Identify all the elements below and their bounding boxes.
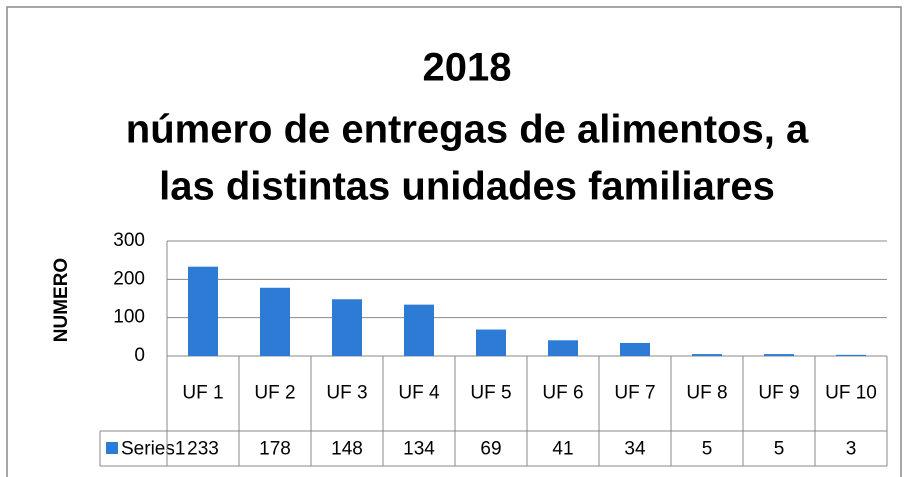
bar (548, 340, 578, 356)
data-table-value: 178 (259, 439, 291, 460)
data-table-value: 5 (774, 439, 785, 460)
chart-title: número de entregas de alimentos, a (126, 108, 809, 152)
data-table-value: 134 (403, 439, 435, 460)
x-tick-label: UF 4 (398, 383, 440, 404)
legend-label: Series1 (121, 439, 185, 460)
y-tick-label: 0 (134, 345, 145, 366)
y-tick-label: 300 (113, 230, 145, 251)
x-tick-label: UF 5 (470, 383, 511, 404)
x-tick-label: UF 2 (254, 383, 295, 404)
bar (476, 329, 506, 356)
x-tick-label: UF 1 (182, 383, 223, 404)
bar (764, 354, 794, 356)
y-tick-label: 100 (113, 307, 145, 328)
data-table-value: 148 (331, 439, 363, 460)
data-table-value: 41 (552, 439, 573, 460)
y-axis-label: NUMERO (51, 258, 72, 342)
chart-title: las distintas unidades familiares (159, 165, 775, 209)
chart-title: 2018 (423, 46, 512, 90)
data-table-value: 233 (187, 439, 219, 460)
bar (404, 304, 434, 356)
bar (692, 354, 722, 356)
x-tick-label: UF 7 (614, 383, 655, 404)
x-tick-label: UF 8 (686, 383, 727, 404)
bar (836, 354, 866, 356)
data-table-value: 3 (846, 439, 857, 460)
y-tick-label: 200 (113, 268, 145, 289)
bar (188, 266, 218, 356)
bar (260, 287, 290, 356)
x-tick-label: UF 6 (542, 383, 583, 404)
x-tick-label: UF 3 (326, 383, 367, 404)
data-table-value: 69 (480, 439, 501, 460)
legend-swatch (106, 442, 118, 454)
x-tick-label: UF 9 (758, 383, 799, 404)
data-table-value: 34 (624, 439, 646, 460)
x-tick-label: UF 10 (825, 383, 877, 404)
data-table-value: 5 (702, 439, 713, 460)
chart-border (6, 6, 902, 477)
bar (332, 299, 362, 356)
bar (620, 342, 650, 356)
